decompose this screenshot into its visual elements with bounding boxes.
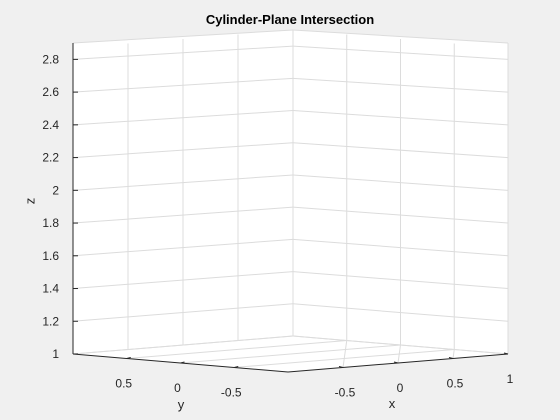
y-axis-label: y	[178, 397, 185, 412]
y-tick-label: 0.5	[115, 377, 132, 391]
y-tick-mark	[126, 357, 131, 359]
y-tick-label: -0.5	[221, 386, 242, 400]
z-tick-label: 2.6	[42, 85, 59, 99]
z-tick-label: 2.2	[42, 151, 59, 165]
grid-line-z-right	[292, 206, 509, 224]
z-tick-label: 1.8	[42, 216, 59, 230]
x-tick-mark	[503, 352, 509, 355]
box-edge-top-right	[292, 29, 509, 44]
x-axis-label: x	[389, 396, 396, 411]
x-tick-label: 0	[397, 381, 404, 395]
grid-line-z-left	[72, 110, 294, 126]
grid-line-z-left	[72, 206, 294, 224]
grid-line-z-right	[292, 45, 509, 60]
grid-lines	[72, 29, 509, 368]
grid-line-z-right	[292, 271, 509, 290]
y-tick-mark	[180, 361, 185, 364]
grid-line-y-floor	[234, 349, 455, 368]
x-tick-label: -0.5	[335, 386, 356, 400]
grid-line-z-right	[292, 77, 509, 93]
box-edge-top-left	[72, 29, 294, 44]
grid-line-z-right	[292, 174, 509, 191]
z-tick-label: 1	[52, 347, 59, 361]
z-axis-label: z	[22, 198, 37, 205]
box-edge-floor-right	[292, 335, 509, 355]
grid-line-z-right	[292, 110, 509, 126]
chart-title: Cylinder-Plane Intersection	[206, 12, 374, 27]
box-edge-floor-left	[72, 335, 294, 355]
grid-line-z-left	[72, 174, 294, 191]
grid-line-z-left	[72, 238, 294, 257]
axes-background	[73, 30, 508, 372]
z-tick-label: 2.4	[42, 118, 59, 132]
grid-line-y-floor	[126, 340, 347, 359]
x-tick-mark	[448, 357, 454, 359]
x-tick-label: 0.5	[447, 377, 464, 391]
z-tick-label: 2.8	[42, 52, 59, 66]
z-tick-label: 1.6	[42, 249, 59, 263]
x-tick-mark	[338, 366, 344, 368]
grid-line-x-floor	[342, 340, 348, 368]
grid-line-z-right	[292, 238, 509, 257]
grid-line-y-floor	[180, 344, 401, 364]
y-tick-label: 0	[174, 381, 181, 395]
grid-line-z-left	[72, 271, 294, 290]
z-tick-label: 2	[52, 183, 59, 197]
grid-line-z-right	[292, 142, 509, 159]
z-tick-label: 1.2	[42, 314, 59, 328]
grid-line-z-right	[292, 303, 509, 322]
z-tick-label: 1.4	[42, 282, 59, 296]
grid-line-z-left	[72, 303, 294, 322]
axis-lines	[72, 43, 509, 373]
y-tick-mark	[234, 366, 239, 368]
grid-line-x-floor	[452, 349, 455, 359]
grid-line-z-left	[72, 142, 294, 159]
grid-line-z-left	[72, 45, 294, 60]
tick-labels: 1 1.2 1.4 1.6 1.8 2 2.2 2.4 2.6 2.8 0.5 0 -0.5 -0.5 0 0…	[42, 52, 513, 399]
x-tick-mark	[393, 361, 399, 364]
grid-line-z-left	[72, 77, 294, 93]
x-tick-label: 1	[507, 372, 514, 386]
